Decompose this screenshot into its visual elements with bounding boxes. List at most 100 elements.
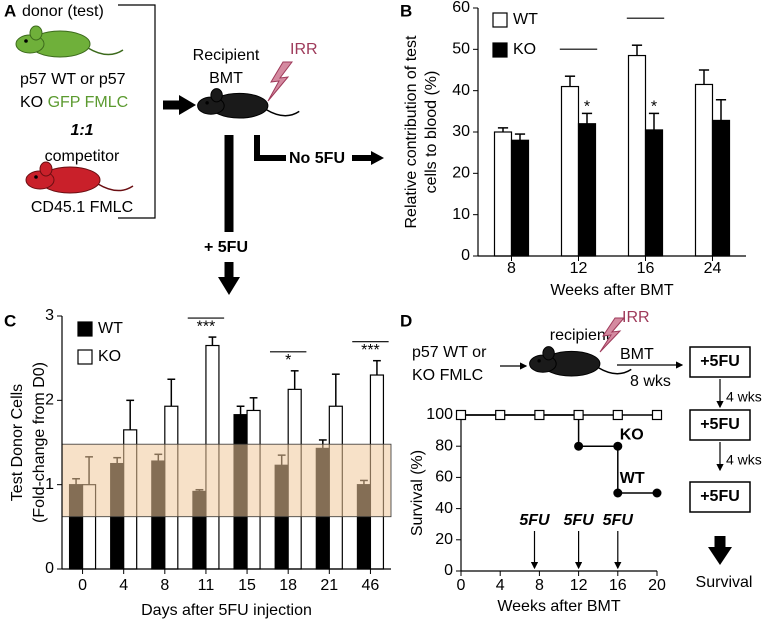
arrow xyxy=(218,277,240,295)
y-tick-label: 3 xyxy=(45,307,54,324)
bar xyxy=(560,85,580,257)
x-tick-label: 8 xyxy=(507,260,516,277)
x-tick-label: 4 xyxy=(496,577,505,594)
point xyxy=(613,488,623,498)
x-tick-label: 16 xyxy=(609,577,627,594)
bar xyxy=(644,129,664,257)
y-tick-label: 0 xyxy=(45,560,54,577)
step-box xyxy=(689,481,751,513)
bracket xyxy=(118,4,156,219)
outcome: Survival xyxy=(696,574,753,591)
step-label: +5FU xyxy=(700,353,740,370)
y-tick-label: 100 xyxy=(426,406,453,423)
series-label: KO xyxy=(620,426,644,443)
y-tick-label: 2 xyxy=(45,392,54,409)
step-label: +5FU xyxy=(700,488,740,505)
point xyxy=(613,441,623,451)
mouse-eye xyxy=(537,359,541,363)
arrow xyxy=(708,547,732,565)
point xyxy=(574,441,584,451)
arrow xyxy=(179,95,196,115)
bar xyxy=(577,123,597,257)
y-tick-label: 40 xyxy=(435,500,453,517)
gap-label: 4 wks xyxy=(726,389,762,405)
x-tick-label: 46 xyxy=(362,577,380,594)
recipient: Recipient xyxy=(193,47,260,64)
y-tick-label: 0 xyxy=(461,247,470,264)
y-tick-label: 30 xyxy=(452,123,470,140)
y-axis-label: cells to blood (%) xyxy=(423,71,440,194)
legend-swatch xyxy=(492,12,508,28)
bar xyxy=(711,119,731,257)
significance: * xyxy=(285,352,291,369)
bar xyxy=(694,83,714,257)
x-tick-label: 11 xyxy=(198,577,215,594)
lightning xyxy=(267,61,293,102)
lightning xyxy=(599,317,626,353)
bar xyxy=(510,139,530,257)
bar xyxy=(627,54,647,257)
y-tick-label: 1 xyxy=(45,476,54,493)
legend-label: KO xyxy=(513,41,536,58)
x-tick-label: 18 xyxy=(279,577,297,594)
point xyxy=(652,488,662,498)
x-tick-label: 16 xyxy=(637,260,655,277)
ratio: 1:1 xyxy=(70,122,93,139)
mouse-ear xyxy=(39,161,53,177)
recipient: recipient xyxy=(550,327,611,344)
legend-label: WT xyxy=(513,11,538,28)
donor-text: KO GFP FMLC xyxy=(20,94,128,111)
legend-swatch xyxy=(492,42,508,58)
significance: *** xyxy=(361,342,380,359)
annotation: 5FU xyxy=(519,512,550,529)
competitor-text: CD45.1 FMLC xyxy=(31,199,133,216)
y-tick-label: 10 xyxy=(452,206,470,223)
y-tick-label: 0 xyxy=(444,562,453,579)
donor-title: donor (test) xyxy=(22,3,104,20)
x-tick-label: 4 xyxy=(119,577,128,594)
significance: * xyxy=(584,99,590,116)
x-tick-label: 24 xyxy=(704,260,722,277)
x-tick-label: 15 xyxy=(238,577,256,594)
donor-text: p57 WT or p57 xyxy=(20,71,126,88)
y-tick-label: 20 xyxy=(452,165,470,182)
y-tick-label: 40 xyxy=(452,82,470,99)
donor-marker: GFP FMLC xyxy=(48,94,129,111)
y-tick-label: 20 xyxy=(435,531,453,548)
no-5fu: No 5FU xyxy=(289,150,345,167)
point xyxy=(495,409,506,421)
y-axis-label: (Fold-change from D0) xyxy=(31,362,48,523)
mouse-ear xyxy=(210,88,223,103)
x-tick-label: 21 xyxy=(320,577,338,594)
y-axis-label: Relative contribution of test xyxy=(403,35,420,229)
mouse-tail xyxy=(87,47,124,56)
bar xyxy=(493,131,513,257)
bmt: BMT xyxy=(209,70,243,87)
y-axis-label: Survival (%) xyxy=(409,450,426,536)
panel-label: A xyxy=(4,1,16,20)
point xyxy=(651,409,663,421)
mouse-eye xyxy=(205,101,209,105)
point xyxy=(573,409,584,421)
x-tick-label: 8 xyxy=(160,577,169,594)
competitor: competitor xyxy=(45,148,120,165)
significance: *** xyxy=(197,318,216,335)
x-tick-label: 8 xyxy=(535,577,544,594)
gap-label: 4 wks xyxy=(726,452,762,468)
step-box xyxy=(689,409,751,441)
y-tick-label: 50 xyxy=(452,41,470,58)
arrow xyxy=(371,151,384,165)
panel-label: D xyxy=(400,311,412,330)
mouse-eye xyxy=(34,175,38,179)
significance: * xyxy=(651,99,657,116)
mouse-ear xyxy=(542,346,555,361)
irr: IRR xyxy=(290,41,318,58)
plus-5fu: + 5FU xyxy=(204,239,248,256)
step-label: +5FU xyxy=(700,416,740,433)
x-axis-label: Weeks after BMT xyxy=(497,598,621,615)
legend-swatch xyxy=(77,349,93,365)
mouse-ear xyxy=(29,25,43,41)
x-tick-label: 0 xyxy=(78,577,87,594)
x-axis-label: Weeks after BMT xyxy=(550,282,674,299)
